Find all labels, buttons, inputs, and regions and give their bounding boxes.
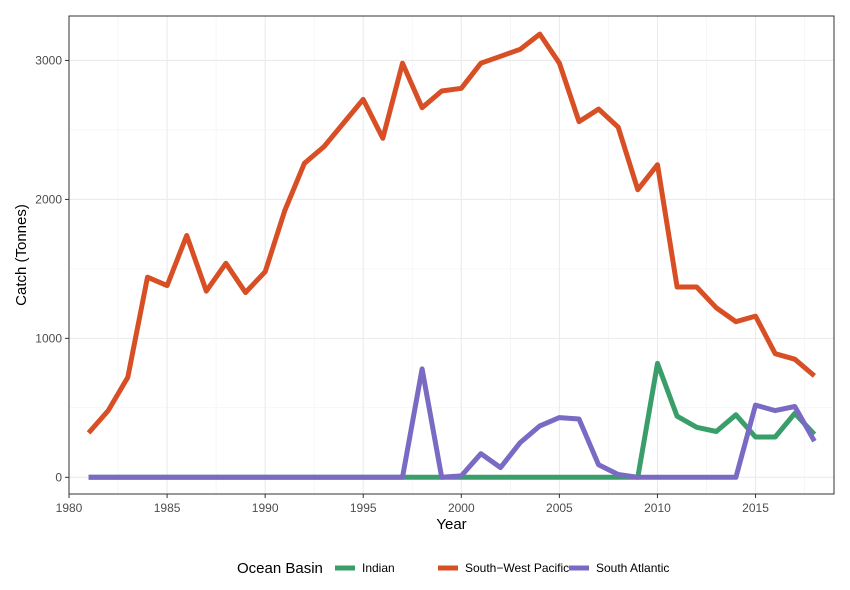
series-line-south-west-pacific bbox=[86, 31, 817, 435]
legend: Ocean Basin Indian South−West Pacific Sout… bbox=[237, 560, 669, 577]
legend-label: Indian bbox=[362, 561, 395, 575]
series-line-indian bbox=[88, 360, 817, 480]
plot-panel-border bbox=[68, 15, 835, 495]
x-axis-title: Year bbox=[436, 516, 466, 533]
x-tick-label: 1985 bbox=[154, 501, 181, 515]
x-axis-ticks: 1980 1985 1990 1995 2000 2005 2010 2015 bbox=[56, 494, 769, 515]
legend-label: South−West Pacific bbox=[465, 561, 569, 575]
legend-title: Ocean Basin bbox=[237, 560, 323, 577]
minor-gridlines bbox=[69, 16, 834, 494]
series-lines bbox=[86, 31, 817, 480]
y-axis-ticks: 0 1000 2000 3000 bbox=[35, 53, 69, 484]
x-tick-label: 2015 bbox=[742, 501, 769, 515]
y-tick-label: 3000 bbox=[35, 53, 62, 67]
y-axis-title: Catch (Tonnes) bbox=[13, 204, 30, 306]
x-tick-label: 1995 bbox=[350, 501, 377, 515]
y-tick-label: 2000 bbox=[35, 192, 62, 206]
y-tick-label: 0 bbox=[55, 470, 62, 484]
series-line-south-atlantic bbox=[88, 366, 817, 480]
x-tick-label: 2005 bbox=[546, 501, 573, 515]
x-tick-label: 2010 bbox=[644, 501, 671, 515]
y-tick-label: 1000 bbox=[35, 331, 62, 345]
x-tick-label: 2000 bbox=[448, 501, 475, 515]
x-tick-label: 1980 bbox=[56, 501, 83, 515]
legend-label: South Atlantic bbox=[596, 561, 669, 575]
x-tick-label: 1990 bbox=[252, 501, 279, 515]
